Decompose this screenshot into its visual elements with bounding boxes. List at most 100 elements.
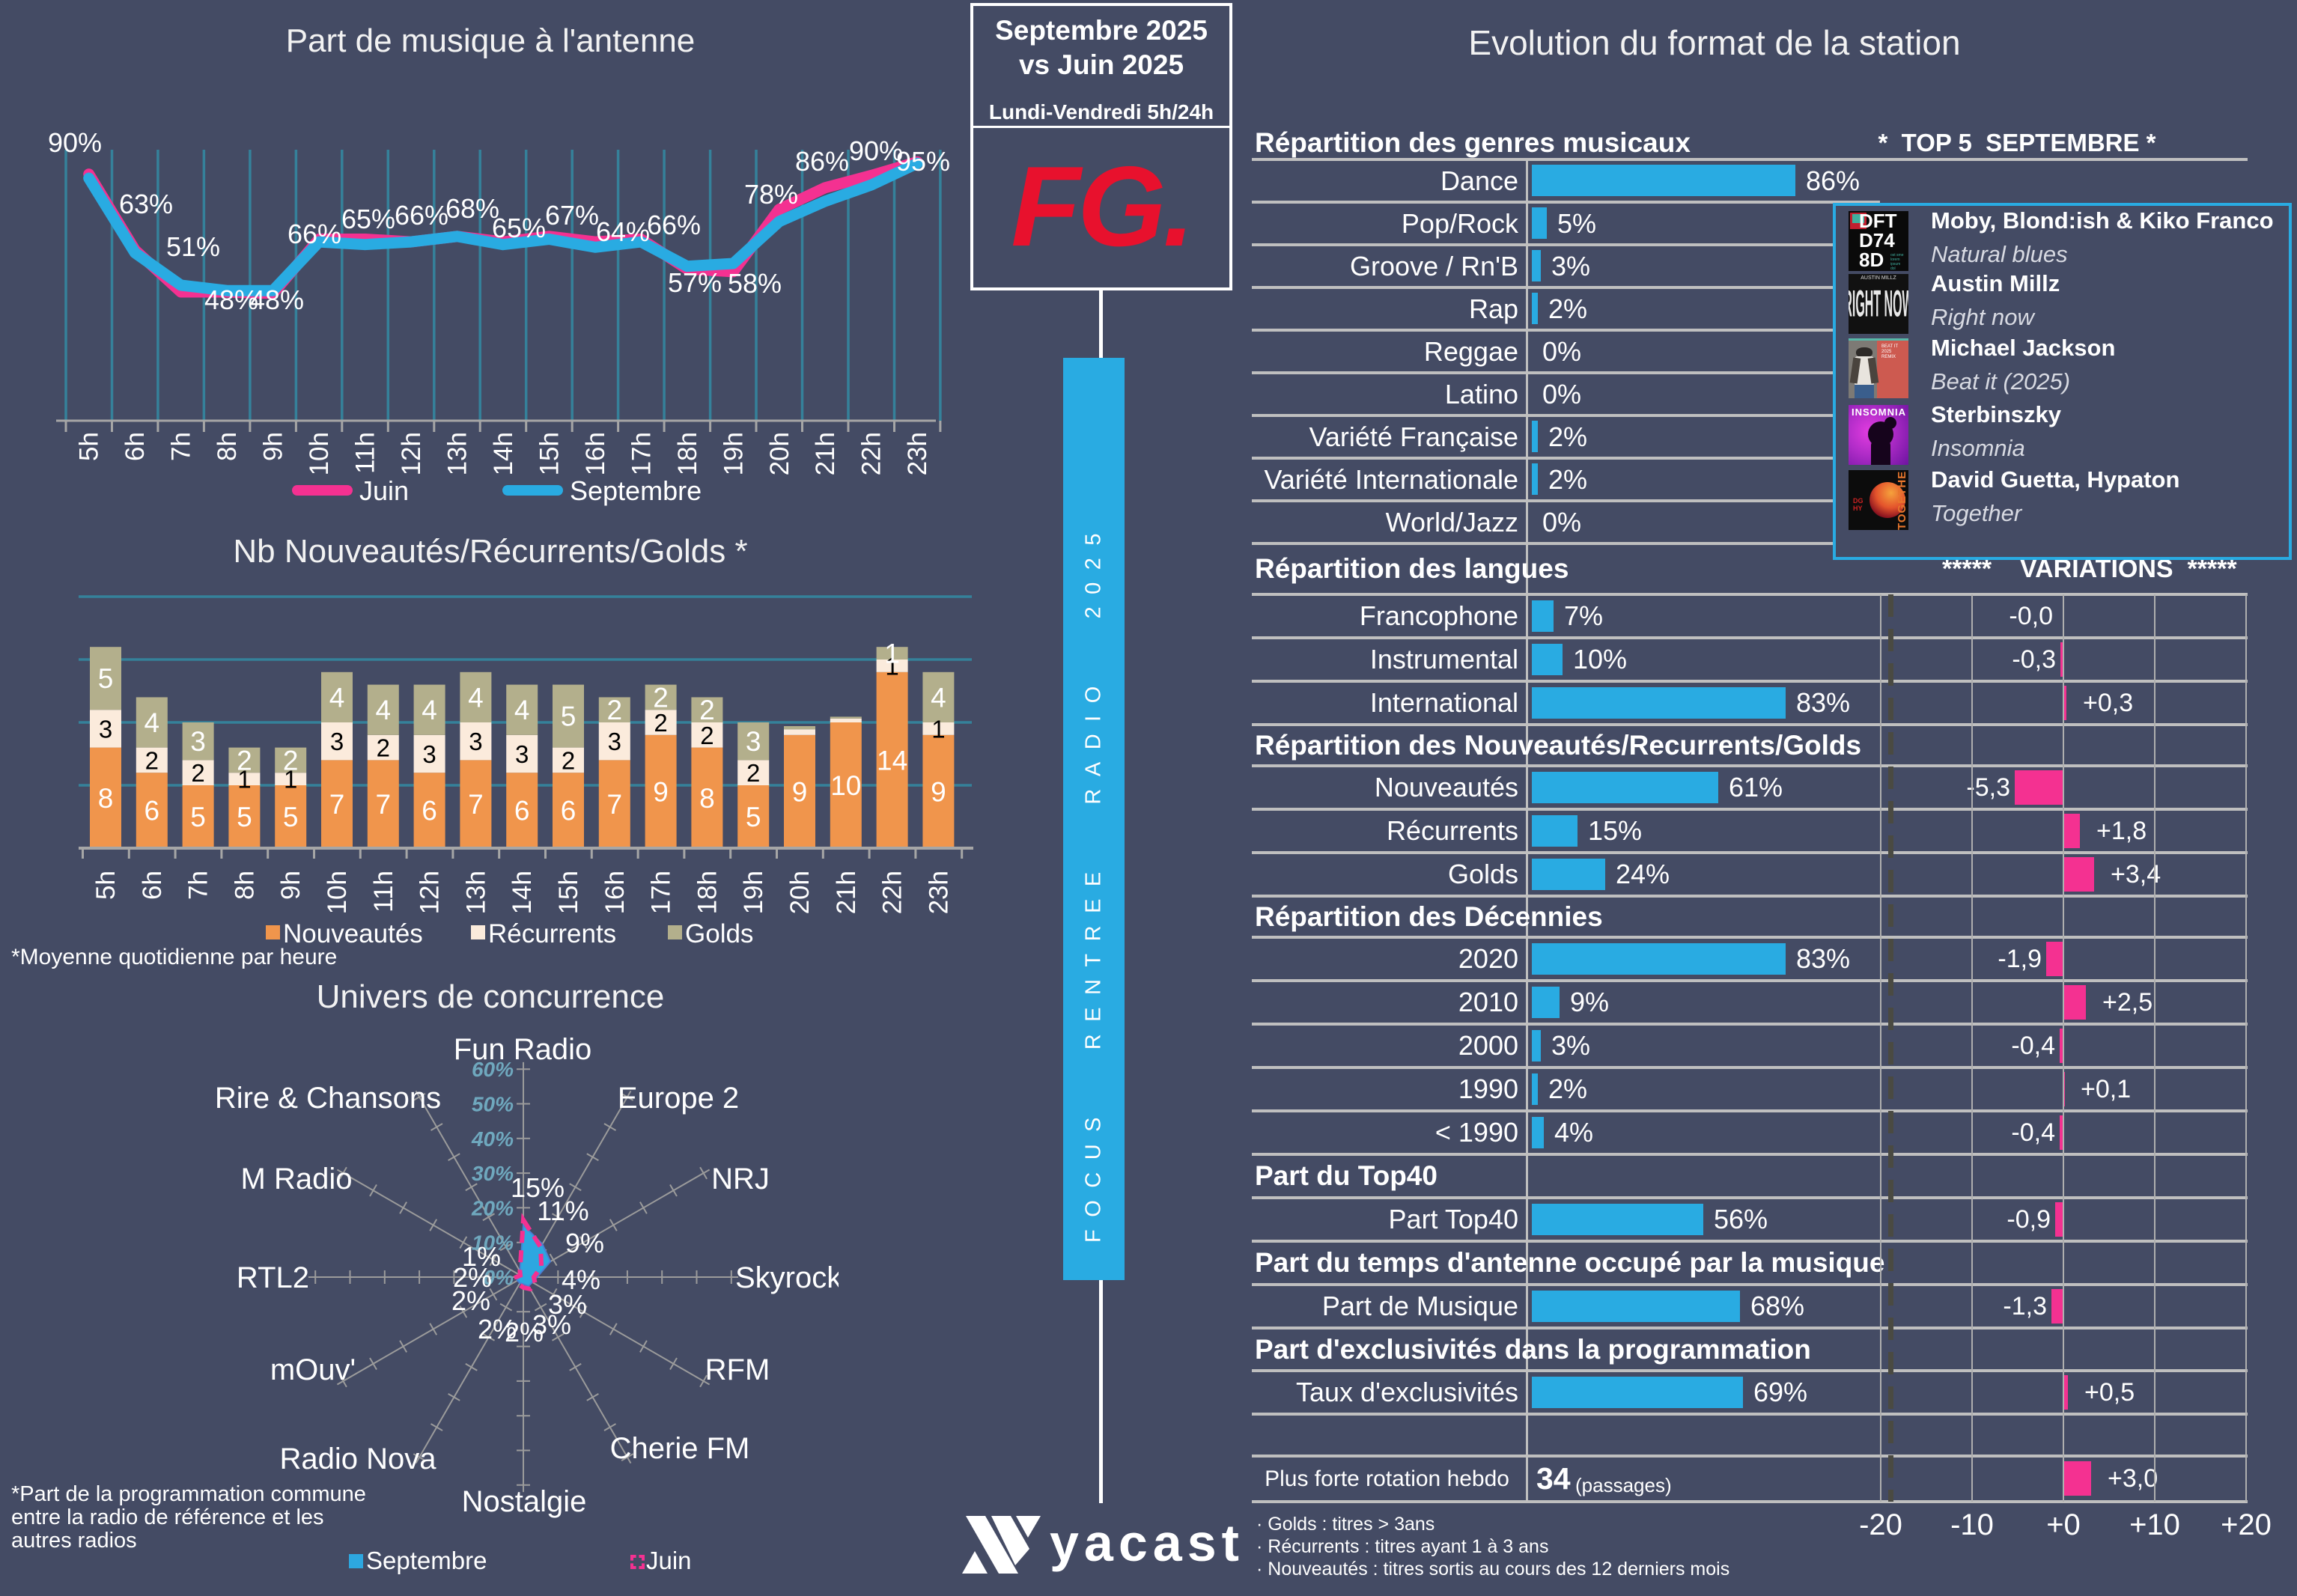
svg-text:3: 3 xyxy=(99,715,112,743)
svg-text:17h: 17h xyxy=(627,432,656,475)
svg-text:3%: 3% xyxy=(532,1309,571,1340)
svg-text:21h: 21h xyxy=(832,871,861,914)
svg-text:RFM: RFM xyxy=(705,1353,770,1386)
svg-text:22h: 22h xyxy=(878,871,907,914)
svg-text:16h: 16h xyxy=(600,871,630,914)
svg-text:10: 10 xyxy=(830,770,861,801)
svg-text:95%: 95% xyxy=(896,146,950,177)
svg-text:3: 3 xyxy=(469,728,482,755)
svg-text:14: 14 xyxy=(877,745,907,776)
svg-text:51%: 51% xyxy=(166,231,220,262)
svg-text:Nostalgie: Nostalgie xyxy=(462,1485,587,1518)
svg-text:7: 7 xyxy=(376,789,392,820)
svg-text:4%: 4% xyxy=(562,1264,600,1295)
svg-text:5: 5 xyxy=(98,663,114,694)
svg-text:18h: 18h xyxy=(693,871,722,914)
svg-text:14h: 14h xyxy=(508,871,537,914)
svg-text:2: 2 xyxy=(237,745,252,776)
svg-text:Cherie FM: Cherie FM xyxy=(610,1432,750,1465)
svg-text:2: 2 xyxy=(653,682,669,713)
svg-text:RTL2: RTL2 xyxy=(237,1261,309,1294)
svg-text:5h: 5h xyxy=(75,432,104,461)
svg-text:21h: 21h xyxy=(811,432,840,475)
svg-text:4: 4 xyxy=(514,695,530,725)
svg-text:3: 3 xyxy=(422,740,436,768)
svg-text:66%: 66% xyxy=(287,219,341,249)
svg-text:9%: 9% xyxy=(565,1228,604,1258)
svg-text:3: 3 xyxy=(330,728,344,755)
svg-text:6: 6 xyxy=(514,796,530,826)
svg-text:Radio Nova: Radio Nova xyxy=(279,1443,436,1475)
svg-text:10%: 10% xyxy=(472,1231,514,1255)
svg-text:15h: 15h xyxy=(554,871,583,914)
svg-text:2: 2 xyxy=(699,695,715,725)
svg-text:10h: 10h xyxy=(323,871,352,914)
svg-text:20%: 20% xyxy=(471,1196,514,1219)
svg-text:10h: 10h xyxy=(305,432,334,475)
svg-text:68%: 68% xyxy=(445,193,499,224)
svg-text:3: 3 xyxy=(515,740,529,768)
svg-text:9: 9 xyxy=(931,776,946,807)
svg-text:48%: 48% xyxy=(250,284,304,315)
svg-text:63%: 63% xyxy=(119,189,173,219)
svg-text:1: 1 xyxy=(931,715,945,743)
svg-text:65%: 65% xyxy=(492,213,546,243)
svg-text:20h: 20h xyxy=(785,871,815,914)
svg-text:Europe 2: Europe 2 xyxy=(618,1082,739,1115)
svg-text:9h: 9h xyxy=(276,871,305,900)
svg-text:9: 9 xyxy=(792,776,808,807)
svg-text:4: 4 xyxy=(144,707,160,738)
svg-text:23h: 23h xyxy=(924,871,953,914)
svg-text:8: 8 xyxy=(98,783,114,814)
svg-text:1: 1 xyxy=(237,766,251,794)
svg-text:M Radio: M Radio xyxy=(241,1163,353,1196)
svg-text:60%: 60% xyxy=(472,1058,514,1081)
svg-text:15h: 15h xyxy=(535,432,564,475)
svg-text:57%: 57% xyxy=(668,267,722,298)
svg-text:2: 2 xyxy=(283,745,299,776)
svg-text:4: 4 xyxy=(376,695,392,725)
svg-text:5: 5 xyxy=(190,802,206,832)
svg-text:90%: 90% xyxy=(48,127,102,158)
svg-text:2%: 2% xyxy=(451,1285,490,1316)
svg-text:66%: 66% xyxy=(395,200,448,231)
svg-text:11h: 11h xyxy=(351,432,380,474)
svg-text:2: 2 xyxy=(746,759,760,787)
svg-text:23h: 23h xyxy=(903,432,932,475)
svg-text:5: 5 xyxy=(237,802,252,832)
svg-text:6: 6 xyxy=(561,796,576,826)
svg-text:14h: 14h xyxy=(489,432,518,475)
svg-text:6: 6 xyxy=(144,796,160,826)
svg-text:Fun Radio: Fun Radio xyxy=(454,1033,592,1066)
svg-text:7: 7 xyxy=(607,789,623,820)
svg-text:2: 2 xyxy=(700,722,714,749)
svg-text:66%: 66% xyxy=(647,210,701,240)
svg-text:12h: 12h xyxy=(416,871,445,914)
svg-text:15%: 15% xyxy=(511,1172,565,1203)
svg-text:17h: 17h xyxy=(647,871,676,914)
svg-text:0%: 0% xyxy=(484,1266,514,1289)
svg-text:5: 5 xyxy=(561,701,576,732)
svg-text:22h: 22h xyxy=(857,432,886,475)
svg-text:mOuv': mOuv' xyxy=(270,1353,356,1386)
svg-text:1: 1 xyxy=(884,639,900,669)
svg-text:2: 2 xyxy=(377,734,390,762)
svg-text:Rire & Chansons: Rire & Chansons xyxy=(215,1082,441,1115)
svg-text:13h: 13h xyxy=(461,871,490,914)
svg-text:5h: 5h xyxy=(91,871,121,900)
svg-text:2%: 2% xyxy=(453,1262,492,1293)
svg-text:9: 9 xyxy=(653,776,669,807)
svg-text:1: 1 xyxy=(284,766,297,794)
svg-text:4: 4 xyxy=(329,682,345,713)
svg-text:64%: 64% xyxy=(596,216,650,247)
svg-text:3: 3 xyxy=(608,728,621,755)
svg-text:3: 3 xyxy=(746,726,761,757)
svg-text:1%: 1% xyxy=(462,1241,501,1272)
svg-text:67%: 67% xyxy=(545,200,599,231)
svg-text:40%: 40% xyxy=(471,1127,514,1151)
svg-text:30%: 30% xyxy=(472,1162,514,1185)
svg-text:3: 3 xyxy=(190,726,206,757)
svg-text:2: 2 xyxy=(607,695,623,725)
svg-text:4: 4 xyxy=(931,682,946,713)
svg-text:90%: 90% xyxy=(849,135,903,166)
